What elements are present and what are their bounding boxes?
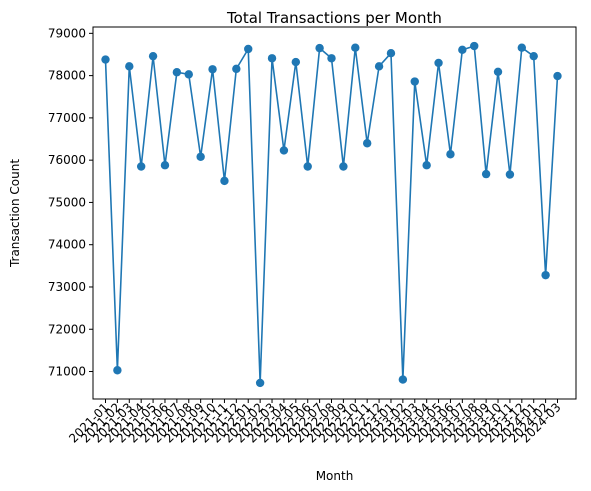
data-point [125, 62, 134, 71]
data-point [410, 77, 419, 86]
data-point [208, 65, 217, 74]
data-point [255, 378, 265, 388]
data-point [553, 71, 562, 81]
y-tick-label: 76000 [48, 153, 86, 167]
data-point [232, 64, 241, 74]
data-point [339, 162, 348, 171]
y-tick-label: 79000 [48, 26, 86, 40]
data-point [244, 44, 253, 54]
data-point [160, 161, 170, 170]
data-point [267, 54, 277, 63]
data-point [541, 270, 550, 280]
data-point [351, 43, 360, 52]
chart-title: Total Transactions per Month [226, 9, 442, 27]
data-point [386, 49, 396, 58]
data-point [196, 152, 205, 161]
data-point [291, 57, 301, 67]
data-point [458, 45, 467, 55]
data-point [101, 55, 110, 64]
data-point [315, 43, 324, 53]
y-axis: 71000 72000 73000 74000 75000 76000 77000 78000… [48, 26, 93, 379]
series-markers [101, 41, 562, 388]
data-point [279, 146, 289, 155]
y-tick-label: 73000 [48, 280, 86, 294]
data-point [422, 161, 431, 170]
data-point [184, 70, 193, 79]
data-point [148, 51, 158, 61]
y-tick-label: 75000 [48, 195, 86, 209]
y-tick-label: 72000 [48, 322, 86, 336]
data-point [303, 162, 312, 171]
data-point [362, 139, 372, 148]
data-point [327, 54, 336, 63]
data-point [434, 58, 443, 68]
y-axis-label: Transaction Count [8, 159, 22, 268]
data-point [446, 150, 455, 159]
data-point [481, 169, 491, 179]
data-point [374, 62, 384, 71]
x-axis: 2021-012021-022021-032021-042021-052021-… [66, 399, 564, 446]
data-point [505, 170, 515, 179]
data-point [493, 67, 503, 77]
data-point [529, 51, 538, 61]
y-tick-label: 74000 [48, 238, 86, 252]
x-axis-label: Month [316, 469, 354, 483]
data-point [220, 176, 229, 186]
y-tick-label: 71000 [48, 365, 86, 379]
data-point [113, 366, 122, 375]
data-point [172, 68, 182, 77]
data-point [398, 375, 408, 384]
y-tick-label: 78000 [48, 69, 86, 83]
data-point [517, 43, 527, 52]
y-tick-label: 77000 [48, 111, 86, 125]
data-point [470, 41, 479, 51]
data-point [136, 162, 146, 171]
plot-frame [92, 26, 577, 400]
